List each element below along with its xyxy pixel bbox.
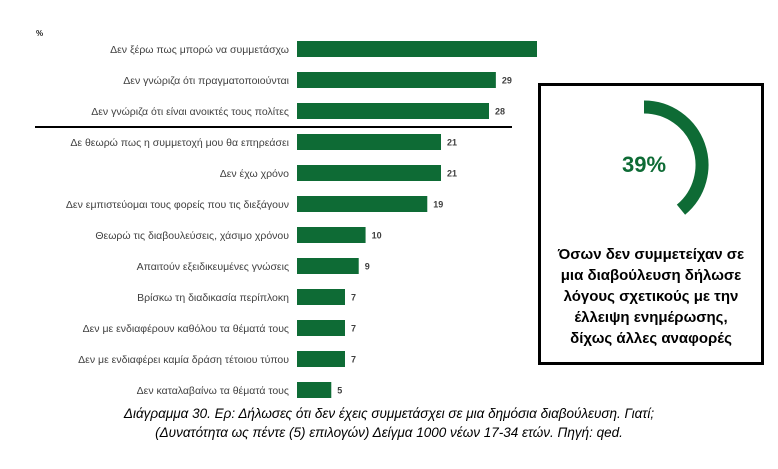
category-label: Δεν με ενδιαφέρουν καθόλου τα θέματά του… [83,323,289,335]
ring-arc [643,100,709,215]
value-label: 29 [502,76,512,86]
category-label: Βρίσκω τη διαδικασία περίπλοκη [137,292,289,304]
bar [297,72,496,88]
category-label: Δεν καταλαβαίνω τα θέματά τους [137,385,289,397]
value-label: 5 [337,386,342,396]
bar [297,227,366,243]
callout-line: Όσων δεν συμμετείχαν σε [557,246,745,263]
category-label: Δεν έχω χρόνο [220,168,289,180]
callout-line: λόγους σχετικούς με την [563,288,739,305]
callout-line: μια διαβούλευση δήλωσε [560,267,742,284]
value-label: 21 [447,169,457,179]
caption-line-1: Διάγραμμα 30. Ερ: Δήλωσες ότι δεν έχεις … [123,406,655,421]
bar [297,258,359,274]
bar [297,196,428,212]
bar [297,351,345,367]
bar [297,320,345,336]
category-label: Δεν εμπιστεύομαι τους φορείς που τις διε… [66,199,289,211]
category-label: Θεωρώ τις διαβουλεύσεις, χάσιμο χρόνου [95,230,289,242]
bar [297,41,537,57]
unit-label: % [36,29,43,38]
figure-caption: Διάγραμμα 30. Ερ: Δήλωσες ότι δεν έχεις … [0,404,778,442]
value-label: 7 [351,324,356,334]
bar [297,382,332,398]
caption-line-2: (Δυνατότητα ως πέντε (5) επιλογών) Δείγμ… [155,425,623,440]
category-label: Απαιτούν εξειδικευμένες γνώσεις [137,261,289,273]
bar [297,134,441,150]
callout-line: δίχως άλλες αναφορές [570,330,732,347]
percent-ring: 39% [622,100,709,215]
value-label: 10 [372,231,382,241]
bar [297,103,489,119]
category-label: Δεν ξέρω πως μπορώ να συμμετάσχω [110,44,289,56]
value-label: 7 [351,293,356,303]
category-label: Δεν γνώριζα ότι πραγματοποιούνται [123,75,289,87]
category-label: Δεν γνώριζα ότι είναι ανοικτές τους πολί… [91,106,289,118]
callout-box: 39% Όσων δεν συμμετείχαν σε μια διαβούλε… [538,83,764,365]
bar [297,165,441,181]
category-label: Δε θεωρώ πως η συμμετοχή μου θα επηρεάσε… [70,137,289,149]
callout-text: Όσων δεν συμμετείχαν σε μια διαβούλευση … [545,244,757,349]
bar-chart: % Δεν ξέρω πως μπορώ να συμμετάσχω35Δεν … [35,29,537,398]
value-label: 19 [433,200,443,210]
category-label: Δεν με ενδιαφέρει καμία δράση τέτοιου τύ… [78,354,289,366]
bar [297,289,345,305]
value-label: 21 [447,138,457,148]
callout-line: έλλειψη ενημέρωσης, [574,309,728,326]
value-label: 28 [495,107,505,117]
value-label: 7 [351,355,356,365]
callout-percent: 39% [622,152,666,177]
value-label: 9 [365,262,370,272]
